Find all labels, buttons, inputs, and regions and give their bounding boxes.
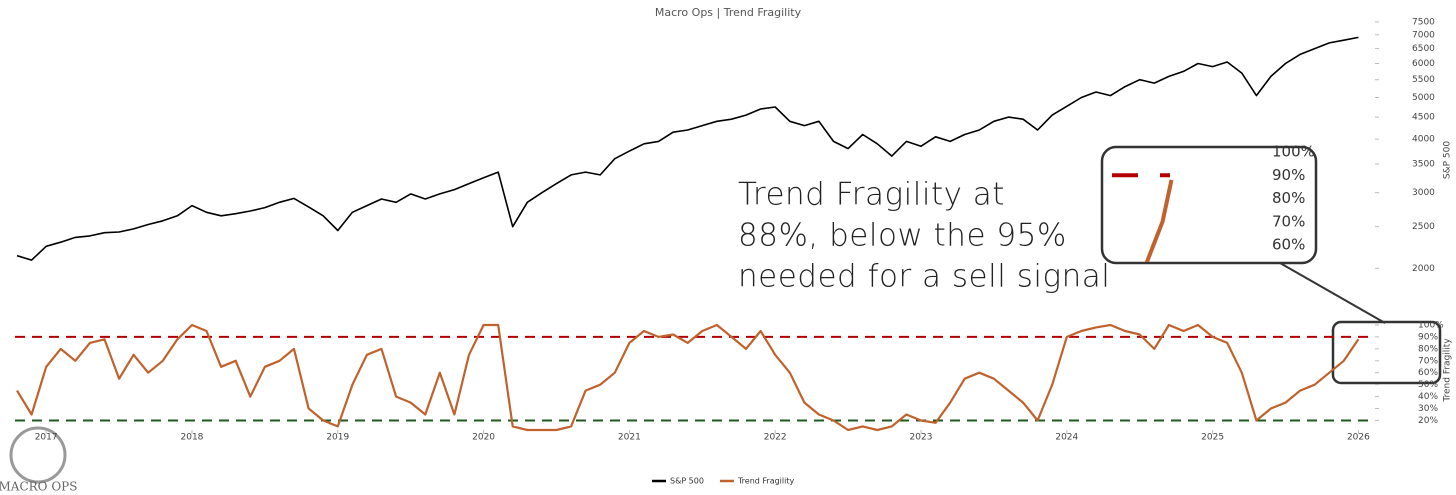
x-tick-label: 2026 (1347, 433, 1370, 443)
x-tick-label: 2021 (618, 433, 641, 443)
y-tick-label: 4500 (1412, 113, 1435, 123)
y-tick-label: 60% (1418, 368, 1438, 378)
chart-title: Macro Ops | Trend Fragility (655, 6, 802, 19)
series-line (16, 36, 1359, 261)
legend-label: Trend Fragility (737, 477, 795, 486)
y-tick-label: 50% (1418, 380, 1438, 390)
inset-tick-label: 70% (1272, 212, 1305, 230)
y-tick-label: 6500 (1412, 44, 1435, 54)
y-tick-label: 90% (1418, 332, 1438, 342)
x-tick-label: 2020 (472, 433, 495, 443)
y-tick-label: 70% (1418, 356, 1438, 366)
y-axis-title: Trend Fragility (1443, 338, 1453, 403)
annotation: 88%, below the 95% (738, 218, 1067, 254)
series-line (16, 323, 1360, 432)
x-tick-label: 2025 (1201, 433, 1224, 443)
y-tick-label: 6000 (1412, 59, 1435, 69)
inset-tick-label: 80% (1272, 189, 1305, 207)
y-tick-label: 3500 (1412, 159, 1435, 169)
annotation: Trend Fragility at (738, 177, 1005, 213)
y-tick-label: 30% (1418, 404, 1438, 414)
x-tick-label: 2024 (1055, 433, 1078, 443)
x-tick-label: 2018 (181, 433, 204, 443)
inset-tick-label: 60% (1272, 236, 1305, 254)
y-tick-label: 7000 (1412, 30, 1435, 40)
inset-box (1100, 145, 1318, 265)
legend: S&P 500 Trend Fragility (652, 477, 794, 486)
y-tick-label: 80% (1418, 344, 1438, 354)
y-tick-label: 5000 (1412, 93, 1435, 103)
y-tick-label: 40% (1418, 392, 1438, 402)
x-tick-label: 2017 (35, 433, 58, 443)
y-tick-label: 100% (1418, 321, 1444, 331)
y-tick-label: 2000 (1412, 264, 1435, 274)
x-tick-label: 2019 (326, 433, 349, 443)
inset-tick-label: 100% (1272, 143, 1315, 161)
callout-line (1279, 262, 1386, 324)
logo-text: MACRO OPS (0, 480, 77, 494)
y-tick-label: 4000 (1412, 135, 1435, 145)
legend-label: S&P 500 (670, 477, 704, 486)
x-tick-label: 2022 (764, 433, 787, 443)
y-axis-title: S&P 500 (1443, 141, 1453, 179)
annotation: needed for a sell signal (738, 259, 1110, 295)
highlight-box (1331, 320, 1442, 385)
y-tick-label: 5500 (1412, 75, 1435, 85)
logo-ring (9, 426, 67, 484)
logo: MACRO OPS (0, 426, 77, 494)
y-tick-label: 3000 (1412, 188, 1435, 198)
y-tick-label: 20% (1418, 416, 1438, 426)
inset-line (1144, 179, 1174, 262)
x-tick-label: 2023 (910, 433, 933, 443)
y-tick-label: 7500 (1412, 17, 1435, 27)
inset-tick-label: 90% (1272, 166, 1305, 184)
y-tick-label: 2500 (1412, 222, 1435, 232)
